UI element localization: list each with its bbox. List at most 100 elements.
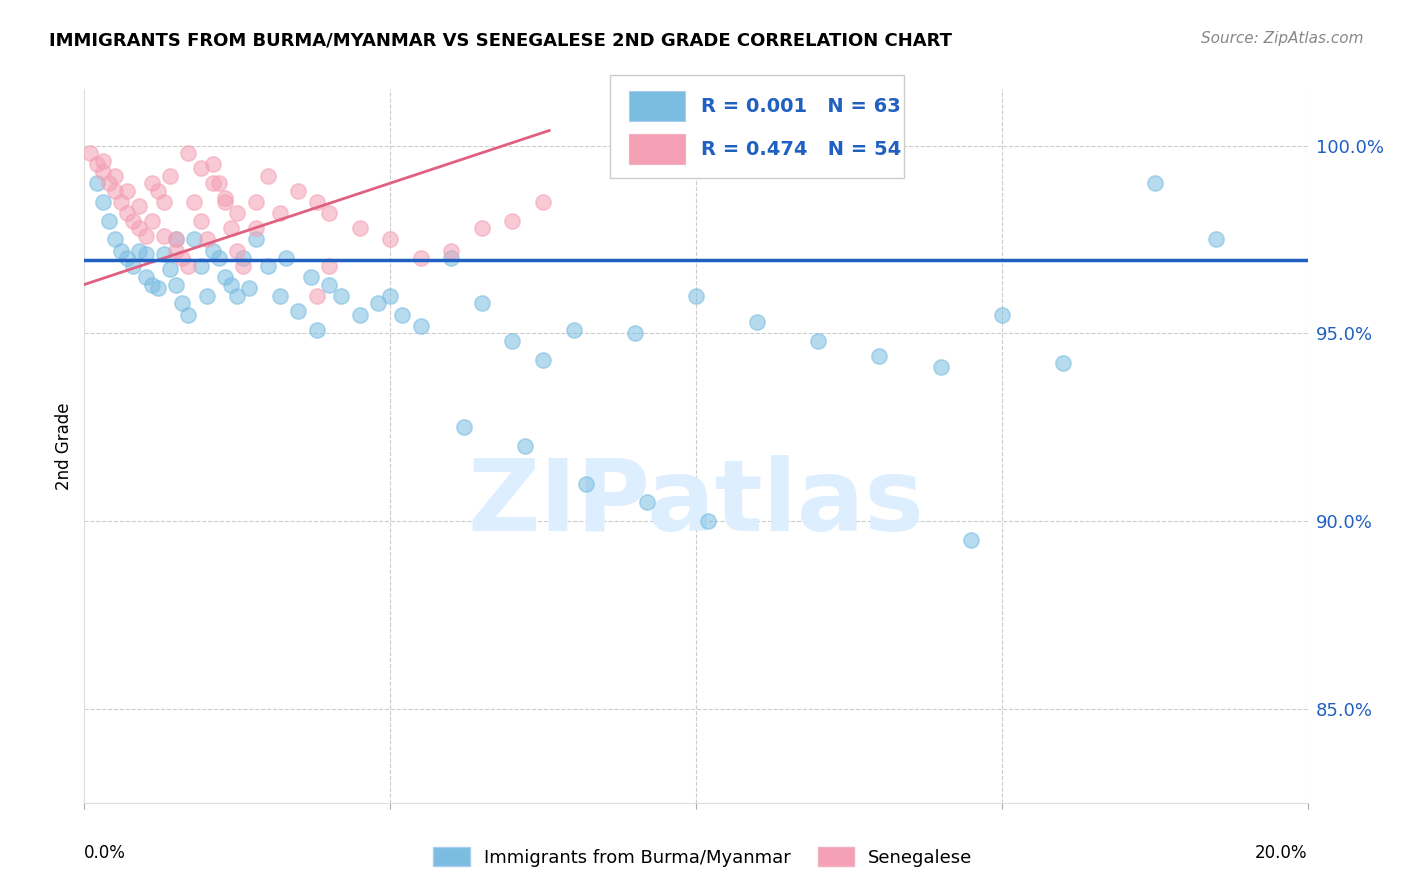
Point (440, 251, 463, 265)
Point (624, 326, 647, 341)
Point (122, 259, 145, 273)
Point (86, 157, 108, 171)
Point (91, 165, 114, 179)
Point (141, 176, 163, 190)
FancyBboxPatch shape (610, 75, 904, 178)
Point (153, 194, 176, 209)
Point (747, 315, 769, 329)
Point (97, 213, 120, 227)
Point (257, 259, 280, 273)
Y-axis label: 2nd Grade: 2nd Grade (55, 402, 73, 490)
Point (201, 176, 224, 190)
Point (141, 277, 163, 292)
Point (502, 334, 524, 348)
Point (318, 277, 340, 292)
Point (287, 303, 309, 318)
Point (330, 289, 353, 303)
Point (232, 259, 254, 273)
Point (195, 232, 218, 246)
Point (1052, 356, 1074, 370)
Point (471, 221, 494, 235)
Point (165, 244, 187, 258)
Point (245, 221, 267, 235)
Point (128, 221, 150, 235)
Point (269, 289, 291, 303)
Point (391, 308, 413, 322)
Point (146, 184, 169, 198)
Point (562, 322, 585, 336)
Point (183, 194, 205, 209)
Point (135, 247, 157, 261)
Point (165, 232, 187, 246)
Point (318, 206, 340, 220)
Point (305, 322, 328, 336)
Text: Source: ZipAtlas.com: Source: ZipAtlas.com (1201, 31, 1364, 46)
Point (122, 213, 145, 227)
FancyBboxPatch shape (628, 134, 685, 164)
Text: 0.0%: 0.0% (84, 845, 127, 863)
Point (172, 251, 194, 265)
Point (214, 191, 236, 205)
Point (214, 194, 236, 209)
Point (110, 244, 132, 258)
Point (257, 169, 280, 183)
Point (276, 251, 298, 265)
Point (141, 213, 163, 227)
Point (110, 194, 132, 209)
Point (177, 259, 200, 273)
Point (115, 206, 138, 220)
Point (380, 232, 402, 246)
Text: R = 0.474   N = 54: R = 0.474 N = 54 (700, 140, 901, 159)
Point (697, 514, 720, 528)
Point (575, 476, 598, 491)
Point (159, 169, 181, 183)
Point (172, 296, 194, 310)
Point (79, 146, 101, 161)
Point (208, 251, 231, 265)
Point (86, 176, 108, 190)
Point (91, 194, 114, 209)
Point (471, 296, 494, 310)
Text: IMMIGRANTS FROM BURMA/MYANMAR VS SENEGALESE 2ND GRADE CORRELATION CHART: IMMIGRANTS FROM BURMA/MYANMAR VS SENEGAL… (49, 31, 952, 49)
Point (367, 296, 389, 310)
Point (807, 334, 830, 348)
Point (531, 352, 554, 367)
Text: R = 0.001   N = 63: R = 0.001 N = 63 (700, 97, 901, 116)
Point (318, 259, 340, 273)
Point (226, 206, 249, 220)
Point (104, 169, 127, 183)
Point (380, 289, 402, 303)
Point (409, 318, 432, 333)
Point (409, 251, 432, 265)
Point (299, 270, 322, 285)
Point (349, 308, 371, 322)
Point (245, 194, 267, 209)
Point (177, 146, 200, 161)
Point (165, 232, 187, 246)
Point (153, 228, 176, 243)
Point (269, 206, 291, 220)
Point (929, 360, 952, 375)
Point (685, 289, 707, 303)
Point (97, 176, 120, 190)
Point (226, 289, 249, 303)
Point (91, 153, 114, 168)
Point (128, 199, 150, 213)
Point (531, 194, 554, 209)
Point (104, 184, 127, 198)
Point (195, 289, 218, 303)
Point (146, 281, 169, 295)
Point (135, 270, 157, 285)
Point (245, 232, 267, 246)
Point (1143, 176, 1166, 190)
Point (226, 244, 249, 258)
Text: 20.0%: 20.0% (1256, 845, 1308, 863)
Point (190, 161, 212, 175)
Point (135, 228, 157, 243)
Point (238, 281, 260, 295)
Point (991, 308, 1014, 322)
Point (159, 262, 181, 277)
Point (453, 420, 475, 434)
Point (177, 308, 200, 322)
Point (183, 232, 205, 246)
